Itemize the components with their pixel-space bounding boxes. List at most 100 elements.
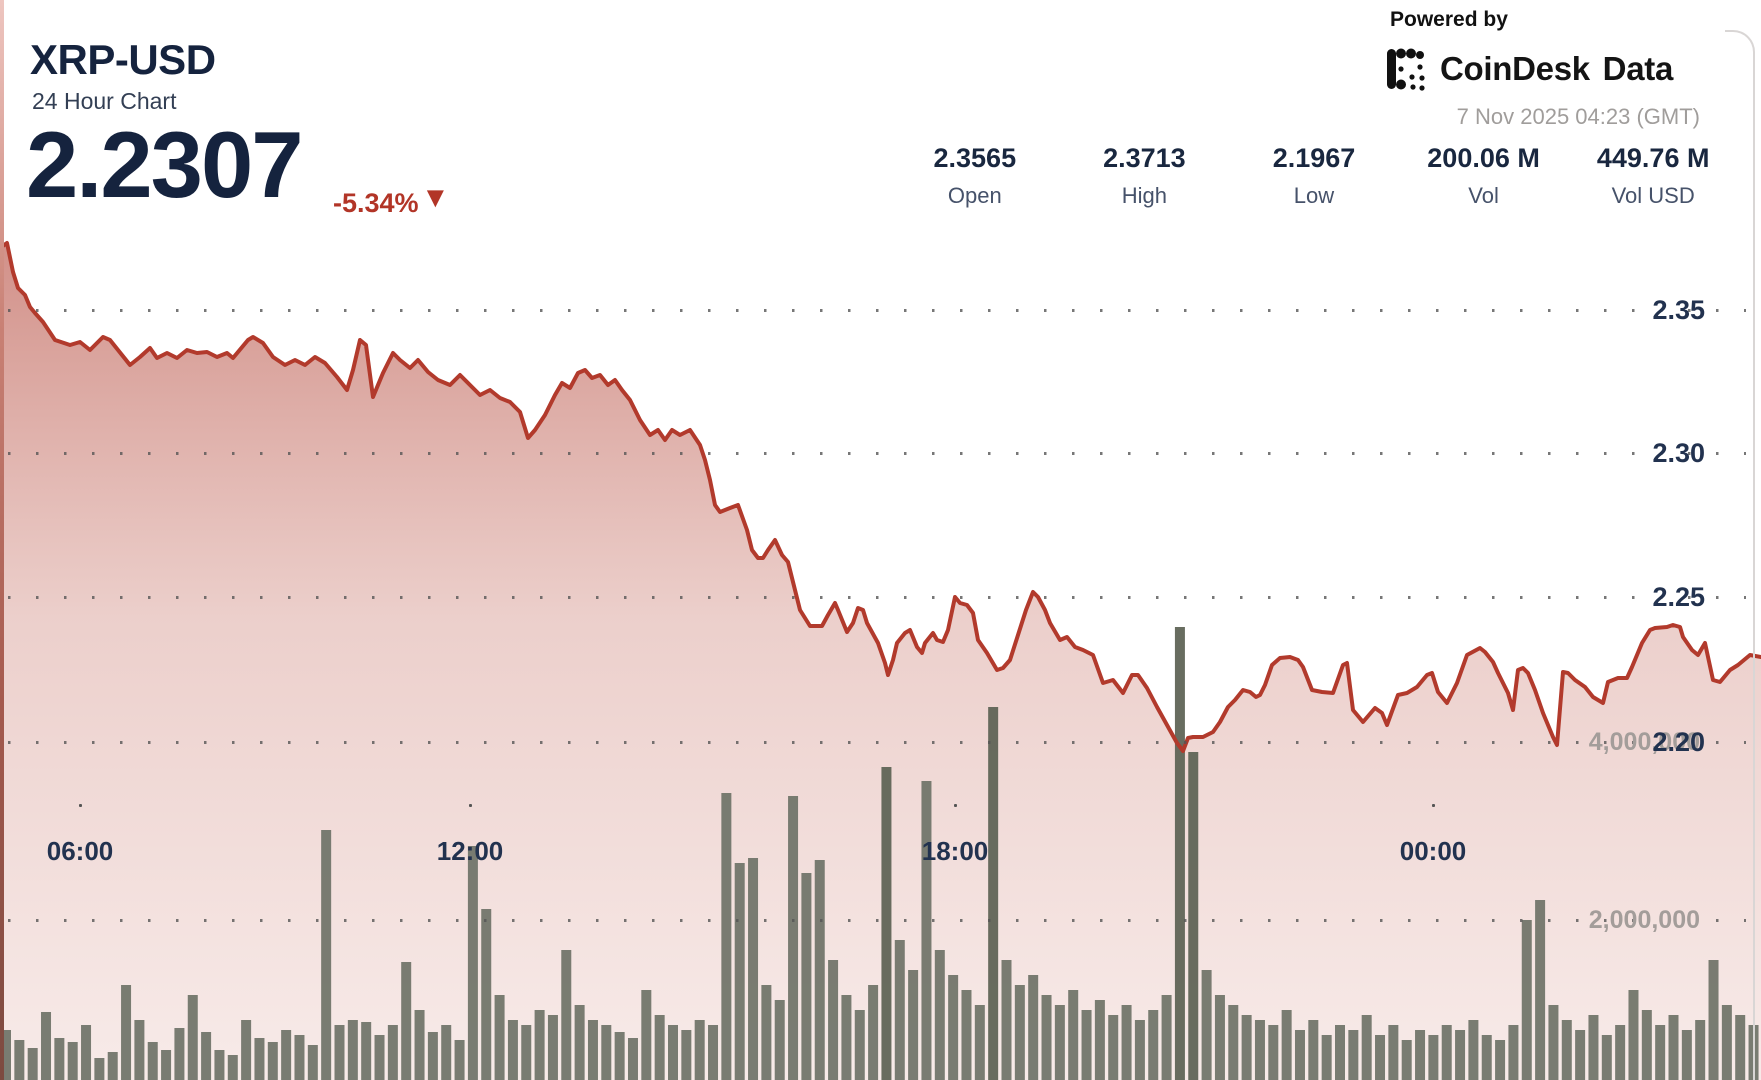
volume-bar bbox=[361, 1022, 372, 1080]
volume-bar bbox=[1148, 1010, 1159, 1080]
volume-bar bbox=[1201, 970, 1212, 1080]
volume-bar bbox=[54, 1038, 65, 1080]
volume-bar bbox=[1428, 1035, 1439, 1080]
volume-bar bbox=[1321, 1035, 1332, 1080]
volume-bar bbox=[961, 990, 972, 1080]
volume-bar bbox=[721, 793, 732, 1080]
volume-bar bbox=[1361, 1015, 1372, 1080]
volume-axis-label: 2,000,000 bbox=[1588, 906, 1700, 934]
volume-bar bbox=[1548, 1005, 1559, 1080]
volume-bar bbox=[1561, 1020, 1572, 1080]
stat-open: 2.3565 Open bbox=[890, 143, 1060, 209]
volume-bar bbox=[241, 1020, 252, 1080]
price-axis-label: 2.30 bbox=[1652, 438, 1705, 468]
volume-bar bbox=[201, 1032, 212, 1080]
volume-bar bbox=[561, 950, 572, 1080]
volume-bar bbox=[67, 1042, 78, 1080]
volume-bar bbox=[481, 909, 492, 1080]
volume-bar bbox=[1041, 995, 1052, 1080]
volume-bar bbox=[1628, 990, 1639, 1080]
quote-timestamp: 7 Nov 2025 04:23 (GMT) bbox=[1456, 104, 1700, 129]
volume-bar bbox=[681, 1030, 692, 1080]
stat-low: 2.1967 Low bbox=[1229, 143, 1399, 209]
volume-bar bbox=[254, 1038, 265, 1080]
stat-vol-value: 200.06 M bbox=[1427, 143, 1540, 173]
stat-vol: 200.06 M Vol bbox=[1399, 143, 1569, 209]
volume-bar bbox=[748, 858, 759, 1080]
volume-bar bbox=[147, 1042, 158, 1080]
volume-bar bbox=[1028, 975, 1039, 1080]
x-tick-dot bbox=[79, 804, 82, 807]
grid-dots-row bbox=[8, 309, 1746, 312]
volume-axis-label: 4,000,000 bbox=[1588, 728, 1700, 756]
volume-bar bbox=[1441, 1025, 1452, 1080]
volume-bar bbox=[814, 860, 825, 1080]
volume-bar bbox=[27, 1048, 38, 1080]
widget-corner-border bbox=[1725, 30, 1755, 60]
volume-bar bbox=[668, 1025, 678, 1080]
volume-bar bbox=[1054, 1005, 1065, 1080]
stat-high-label: High bbox=[1121, 182, 1168, 208]
volume-bar bbox=[868, 985, 879, 1080]
powered-by-label: Powered by bbox=[1390, 8, 1508, 31]
volume-bar bbox=[1668, 1015, 1679, 1080]
volume-bar bbox=[1001, 960, 1012, 1080]
volume-bar bbox=[94, 1058, 105, 1080]
volume-bar bbox=[774, 1000, 785, 1080]
volume-bar bbox=[708, 1025, 719, 1080]
grid-dots-row bbox=[8, 919, 1746, 922]
volume-bar bbox=[107, 1052, 118, 1080]
volume-bar bbox=[921, 781, 932, 1080]
volume-bar bbox=[534, 1010, 545, 1080]
volume-bar bbox=[734, 863, 745, 1080]
chart-period-subtitle: 24 Hour Chart bbox=[32, 88, 177, 114]
volume-bar bbox=[694, 1020, 705, 1080]
volume-bar bbox=[627, 1038, 638, 1080]
x-tick-dot bbox=[954, 804, 957, 807]
volume-bar bbox=[1241, 1015, 1252, 1080]
stat-open-label: Open bbox=[947, 182, 1002, 208]
stat-high: 2.3713 High bbox=[1060, 143, 1230, 209]
volume-bar bbox=[374, 1035, 385, 1080]
price-area-fill bbox=[0, 243, 1761, 1080]
volume-bar bbox=[1254, 1020, 1265, 1080]
volume-bar bbox=[574, 1005, 585, 1080]
stat-high-value: 2.3713 bbox=[1103, 143, 1186, 173]
volume-bar bbox=[841, 995, 852, 1080]
stat-vol-usd-label: Vol USD bbox=[1611, 182, 1695, 208]
volume-bar bbox=[1508, 1025, 1519, 1080]
stat-low-value: 2.1967 bbox=[1272, 143, 1356, 173]
volume-bar bbox=[401, 962, 412, 1080]
volume-bar bbox=[988, 707, 999, 1080]
volume-bar bbox=[121, 985, 132, 1080]
volume-bar bbox=[427, 1032, 438, 1080]
volume-bar bbox=[1228, 1005, 1239, 1080]
volume-bar bbox=[494, 995, 505, 1080]
time-axis-label: 18:00 bbox=[921, 836, 989, 866]
volume-bar bbox=[894, 940, 905, 1080]
volume-bar bbox=[1735, 1015, 1746, 1080]
price-axis-label: 2.25 bbox=[1652, 582, 1705, 612]
volume-bar bbox=[854, 1010, 865, 1080]
volume-bar bbox=[1481, 1035, 1492, 1080]
volume-bar bbox=[1094, 1000, 1105, 1080]
volume-bar bbox=[601, 1025, 612, 1080]
volume-bar bbox=[187, 995, 198, 1080]
volume-bar bbox=[1695, 1020, 1706, 1080]
left-edge-accent bbox=[0, 0, 4, 1080]
stat-vol-label: Vol bbox=[1468, 182, 1499, 208]
volume-bar bbox=[948, 975, 959, 1080]
volume-bar bbox=[1575, 1030, 1586, 1080]
volume-bar bbox=[1535, 900, 1546, 1080]
volume-bar bbox=[1721, 1005, 1732, 1080]
volume-bar bbox=[521, 1025, 532, 1080]
x-tick-dot bbox=[469, 804, 472, 807]
time-axis-label: 06:00 bbox=[46, 836, 114, 866]
volume-bar bbox=[267, 1042, 278, 1080]
volume-bar bbox=[1014, 985, 1025, 1080]
volume-bar bbox=[1, 1030, 11, 1080]
volume-bar bbox=[334, 1025, 345, 1080]
volume-bar bbox=[1641, 1010, 1652, 1080]
volume-bar bbox=[161, 1050, 172, 1080]
volume-bar bbox=[1495, 1040, 1506, 1080]
